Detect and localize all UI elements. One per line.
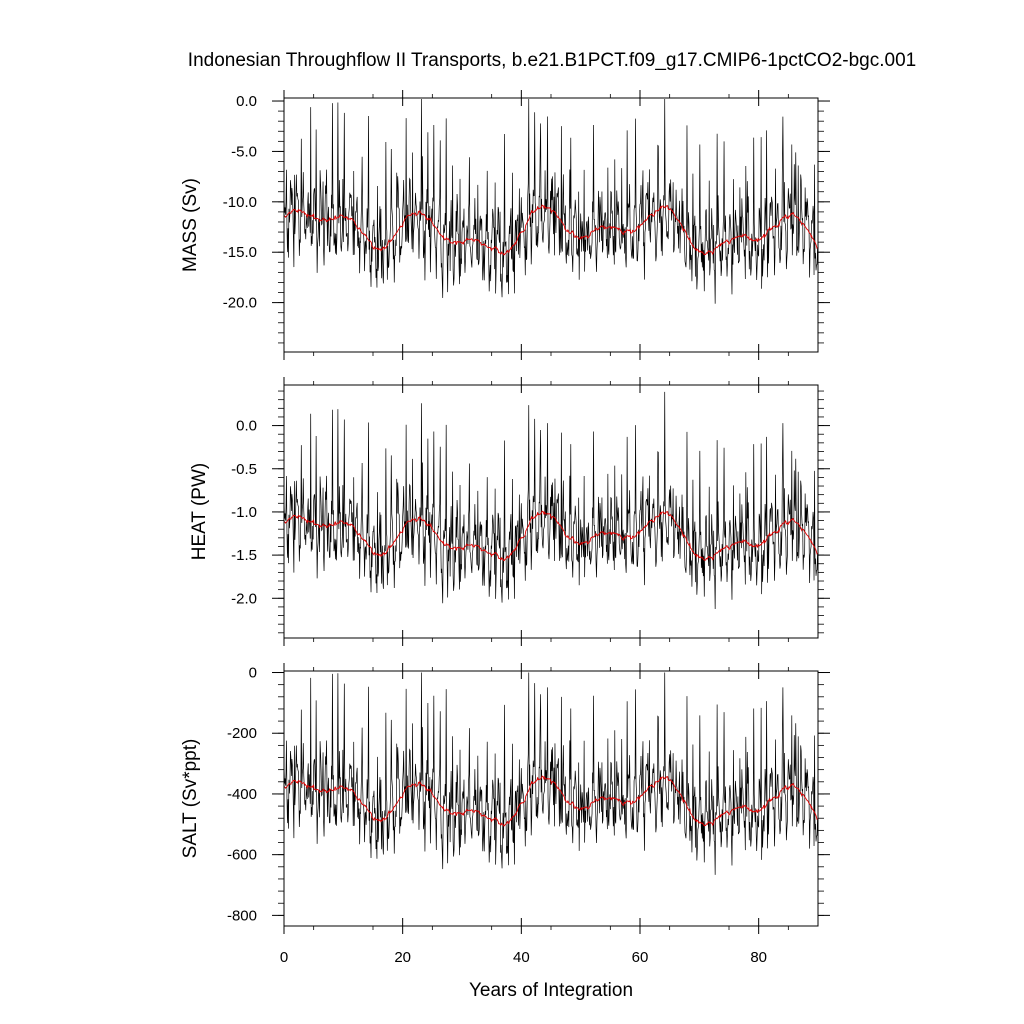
y-tick-label: -10.0 — [223, 194, 257, 211]
y-axis-label: SALT (Sv*ppt) — [180, 739, 201, 859]
y-tick-label: -1.5 — [231, 547, 257, 564]
panel-3: 0 -200 -400 -600 -800 SALT (Sv*ppt) — [180, 663, 830, 934]
y-tick-label: 0 — [249, 665, 257, 682]
series-monthly-line — [283, 99, 818, 304]
x-tick-label: 40 — [513, 949, 530, 966]
x-tick-label: 20 — [394, 949, 411, 966]
chart-title: Indonesian Throughflow II Transports, b.… — [188, 50, 916, 71]
plot-frame — [283, 97, 819, 353]
series-monthly-line — [283, 391, 818, 609]
y-tick-label: -20.0 — [223, 295, 257, 312]
x-tick-label: 0 — [280, 949, 288, 966]
x-tick-label: 60 — [632, 949, 649, 966]
series-running-mean-line — [283, 775, 818, 827]
series-monthly-line — [283, 672, 818, 875]
y-axis-label: MASS (Sv) — [180, 178, 201, 272]
y-tick-label: -800 — [227, 907, 257, 924]
y-tick-label: -2.0 — [231, 590, 257, 607]
x-tick-label: 80 — [750, 949, 767, 966]
y-tick-label: -1.0 — [231, 504, 257, 521]
y-tick-label: -15.0 — [223, 244, 257, 261]
y-tick-label: -400 — [227, 786, 257, 803]
y-tick-label: 0.0 — [236, 93, 257, 110]
y-tick-label: -0.5 — [231, 461, 257, 478]
chart-panels: 0.0 -5.0 -10.0 -15.0 -20.0 MASS (Sv) 0.0 -0.5 -1… — [180, 90, 830, 966]
panel-1: 0.0 -5.0 -10.0 -15.0 -20.0 MASS (Sv) — [180, 90, 830, 360]
y-tick-label: 0.0 — [236, 418, 257, 435]
panel-2: 0.0 -0.5 -1.0 -1.5 -2.0 HEAT (PW) — [189, 377, 830, 646]
y-tick-label: -200 — [227, 725, 257, 742]
y-tick-label: -5.0 — [231, 143, 257, 160]
y-tick-label: -600 — [227, 847, 257, 864]
series-running-mean-line — [283, 204, 818, 256]
x-axis-label: Years of Integration — [469, 980, 633, 1001]
y-axis-label: HEAT (PW) — [189, 463, 210, 560]
series-running-mean-line — [283, 510, 818, 562]
